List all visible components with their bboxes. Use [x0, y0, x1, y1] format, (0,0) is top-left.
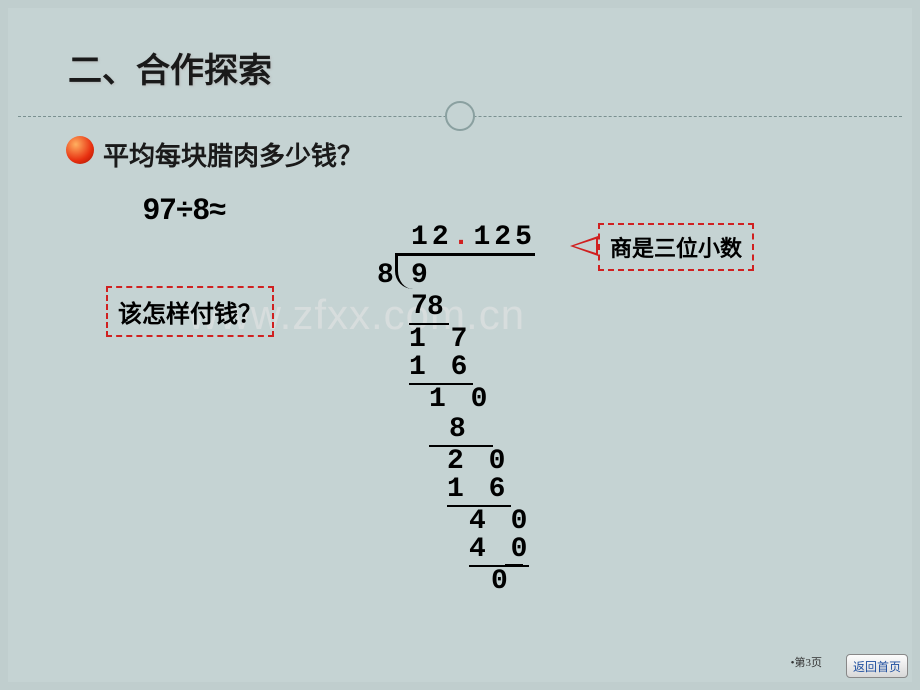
division-step: 4 0 — [469, 535, 531, 566]
quotient-note-text: 商是三位小数 — [610, 236, 742, 261]
pay-prompt-box: 该怎样付钱？ — [106, 286, 274, 337]
question-text: 平均每块腊肉多少钱？ — [103, 136, 363, 173]
divisor-digit: 8 — [377, 261, 394, 292]
pay-prompt-text: 该怎样付钱？ — [118, 301, 262, 328]
division-step: 8 — [449, 415, 470, 446]
quotient-note-box: 商是三位小数 — [598, 223, 754, 271]
divider-circle — [445, 101, 475, 131]
division-step: 8 — [427, 293, 448, 324]
section-title: 二、合作探索 — [68, 43, 272, 92]
bullet-icon — [66, 136, 94, 164]
zero-underline — [505, 564, 523, 566]
page-number: •第3页 — [791, 654, 822, 670]
equation-text: 97÷8≈ — [143, 193, 226, 227]
division-step: 0 — [491, 567, 512, 598]
callout-arrow-icon — [570, 236, 598, 256]
back-home-button[interactable]: 返回首页 — [846, 654, 908, 678]
quotient-row: 12.125 — [411, 223, 536, 254]
division-step: 1 6 — [409, 353, 471, 384]
division-step: 1 0 — [429, 385, 491, 416]
division-step: 1 6 — [447, 475, 509, 506]
